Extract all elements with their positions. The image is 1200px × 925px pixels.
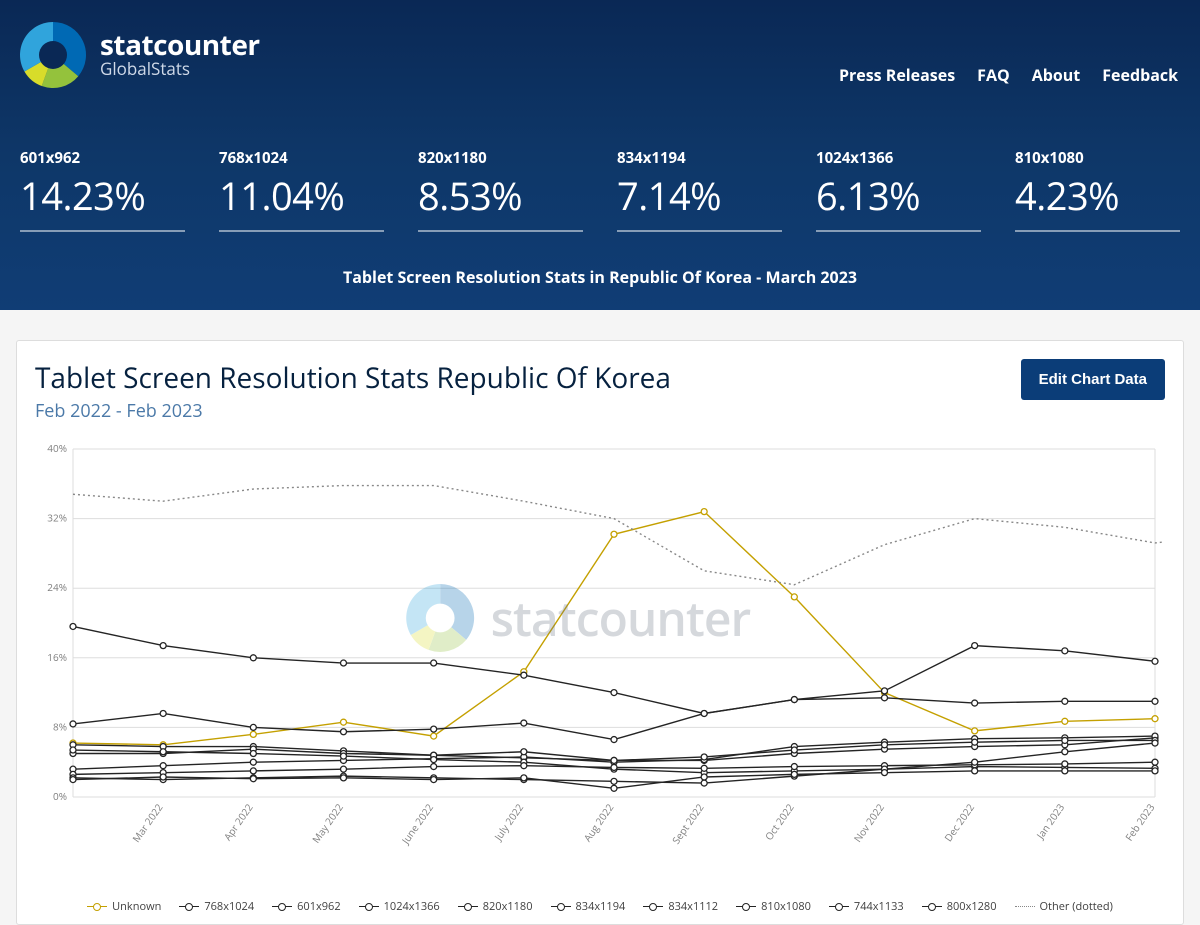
legend-item[interactable]: 834x1194 xyxy=(551,899,626,914)
svg-text:Dec 2022: Dec 2022 xyxy=(941,800,977,844)
stat-value: 11.04% xyxy=(219,170,384,222)
brand-name: statcounter xyxy=(100,31,260,59)
svg-text:8%: 8% xyxy=(53,719,67,733)
top-stat[interactable]: 601x962 14.23% xyxy=(20,148,185,232)
legend-item[interactable]: Other (dotted) xyxy=(1015,899,1113,914)
hero-header: statcounter GlobalStats Press Releases F… xyxy=(0,0,1200,310)
svg-text:July 2022: July 2022 xyxy=(490,800,526,843)
stat-value: 14.23% xyxy=(20,170,185,222)
legend-label: Unknown xyxy=(112,899,161,914)
svg-text:June 2022: June 2022 xyxy=(398,800,437,847)
header-subtitle: Tablet Screen Resolution Stats in Republ… xyxy=(18,266,1182,288)
svg-text:40%: 40% xyxy=(47,441,67,455)
legend-label: 744x1133 xyxy=(854,899,904,914)
top-stat[interactable]: 1024x1366 6.13% xyxy=(816,148,981,232)
svg-text:Apr 2022: Apr 2022 xyxy=(220,800,256,843)
chart-card-header: Tablet Screen Resolution Stats Republic … xyxy=(35,359,1165,423)
legend-item[interactable]: Unknown xyxy=(87,899,161,914)
svg-text:Jan 2023: Jan 2023 xyxy=(1032,800,1067,842)
nav-about[interactable]: About xyxy=(1032,64,1081,86)
legend-item[interactable]: 1024x1366 xyxy=(359,899,440,914)
legend-item[interactable]: 810x1080 xyxy=(736,899,811,914)
legend-label: 834x1112 xyxy=(668,899,718,914)
legend-label: 820x1180 xyxy=(483,899,533,914)
chart-area: statcounter 0%8%16%24%32%40%Mar 2022Apr … xyxy=(35,437,1165,914)
svg-text:24%: 24% xyxy=(47,580,67,594)
legend-item[interactable]: 768x1024 xyxy=(179,899,254,914)
legend-item[interactable]: 820x1180 xyxy=(458,899,533,914)
svg-text:Aug 2022: Aug 2022 xyxy=(580,800,616,844)
legend-item[interactable]: 834x1112 xyxy=(643,899,718,914)
stat-value: 7.14% xyxy=(617,170,782,222)
top-stat[interactable]: 820x1180 8.53% xyxy=(418,148,583,232)
svg-text:16%: 16% xyxy=(47,650,67,664)
svg-text:0%: 0% xyxy=(53,789,67,803)
chart-title: Tablet Screen Resolution Stats Republic … xyxy=(35,359,671,397)
legend-label: Other (dotted) xyxy=(1040,899,1113,914)
svg-text:Mar 2022: Mar 2022 xyxy=(129,800,166,844)
legend-label: 834x1194 xyxy=(576,899,626,914)
top-stat[interactable]: 834x1194 7.14% xyxy=(617,148,782,232)
stat-label: 834x1194 xyxy=(617,148,782,168)
legend-label: 601x962 xyxy=(297,899,341,914)
svg-text:Sept 2022: Sept 2022 xyxy=(669,800,707,846)
top-stat[interactable]: 810x1080 4.23% xyxy=(1015,148,1180,232)
top-stat[interactable]: 768x1024 11.04% xyxy=(219,148,384,232)
nav-press-releases[interactable]: Press Releases xyxy=(839,64,955,86)
legend-item[interactable]: 601x962 xyxy=(272,899,341,914)
svg-text:Nov 2022: Nov 2022 xyxy=(850,800,887,844)
logo-icon xyxy=(18,20,88,90)
svg-text:32%: 32% xyxy=(47,511,67,525)
legend-label: 768x1024 xyxy=(204,899,254,914)
line-chart: 0% 8% 16% 24% 32% 40% Mar 2022 Apr 2022 May 2022… xyxy=(35,437,1163,889)
top-nav: Press Releases FAQ About Feedback xyxy=(839,20,1182,86)
svg-text:Feb 2023: Feb 2023 xyxy=(1122,800,1158,843)
legend-label: 810x1080 xyxy=(761,899,811,914)
legend-label: 1024x1366 xyxy=(384,899,440,914)
legend-item[interactable]: 744x1133 xyxy=(829,899,904,914)
legend-label: 800x1280 xyxy=(947,899,997,914)
stat-label: 820x1180 xyxy=(418,148,583,168)
svg-text:May 2022: May 2022 xyxy=(309,800,346,845)
stat-label: 1024x1366 xyxy=(816,148,981,168)
logo-block[interactable]: statcounter GlobalStats xyxy=(18,20,260,90)
stat-label: 810x1080 xyxy=(1015,148,1180,168)
brand-sub: GlobalStats xyxy=(100,59,260,79)
legend-item[interactable]: 800x1280 xyxy=(922,899,997,914)
stat-value: 8.53% xyxy=(418,170,583,222)
stat-value: 4.23% xyxy=(1015,170,1180,222)
svg-text:Oct 2022: Oct 2022 xyxy=(761,800,796,842)
nav-feedback[interactable]: Feedback xyxy=(1102,64,1178,86)
chart-legend: Unknown 768x1024 601x962 1024x1366 820x1180 8… xyxy=(35,899,1165,914)
chart-card: Tablet Screen Resolution Stats Republic … xyxy=(16,340,1184,925)
nav-faq[interactable]: FAQ xyxy=(977,64,1010,86)
header-top-bar: statcounter GlobalStats Press Releases F… xyxy=(18,20,1182,90)
top-stats-row: 601x962 14.23% 768x1024 11.04% 820x1180 8.… xyxy=(18,148,1182,232)
edit-chart-button[interactable]: Edit Chart Data xyxy=(1021,359,1165,400)
stat-label: 768x1024 xyxy=(219,148,384,168)
chart-subtitle: Feb 2022 - Feb 2023 xyxy=(35,399,671,423)
stat-value: 6.13% xyxy=(816,170,981,222)
stat-label: 601x962 xyxy=(20,148,185,168)
